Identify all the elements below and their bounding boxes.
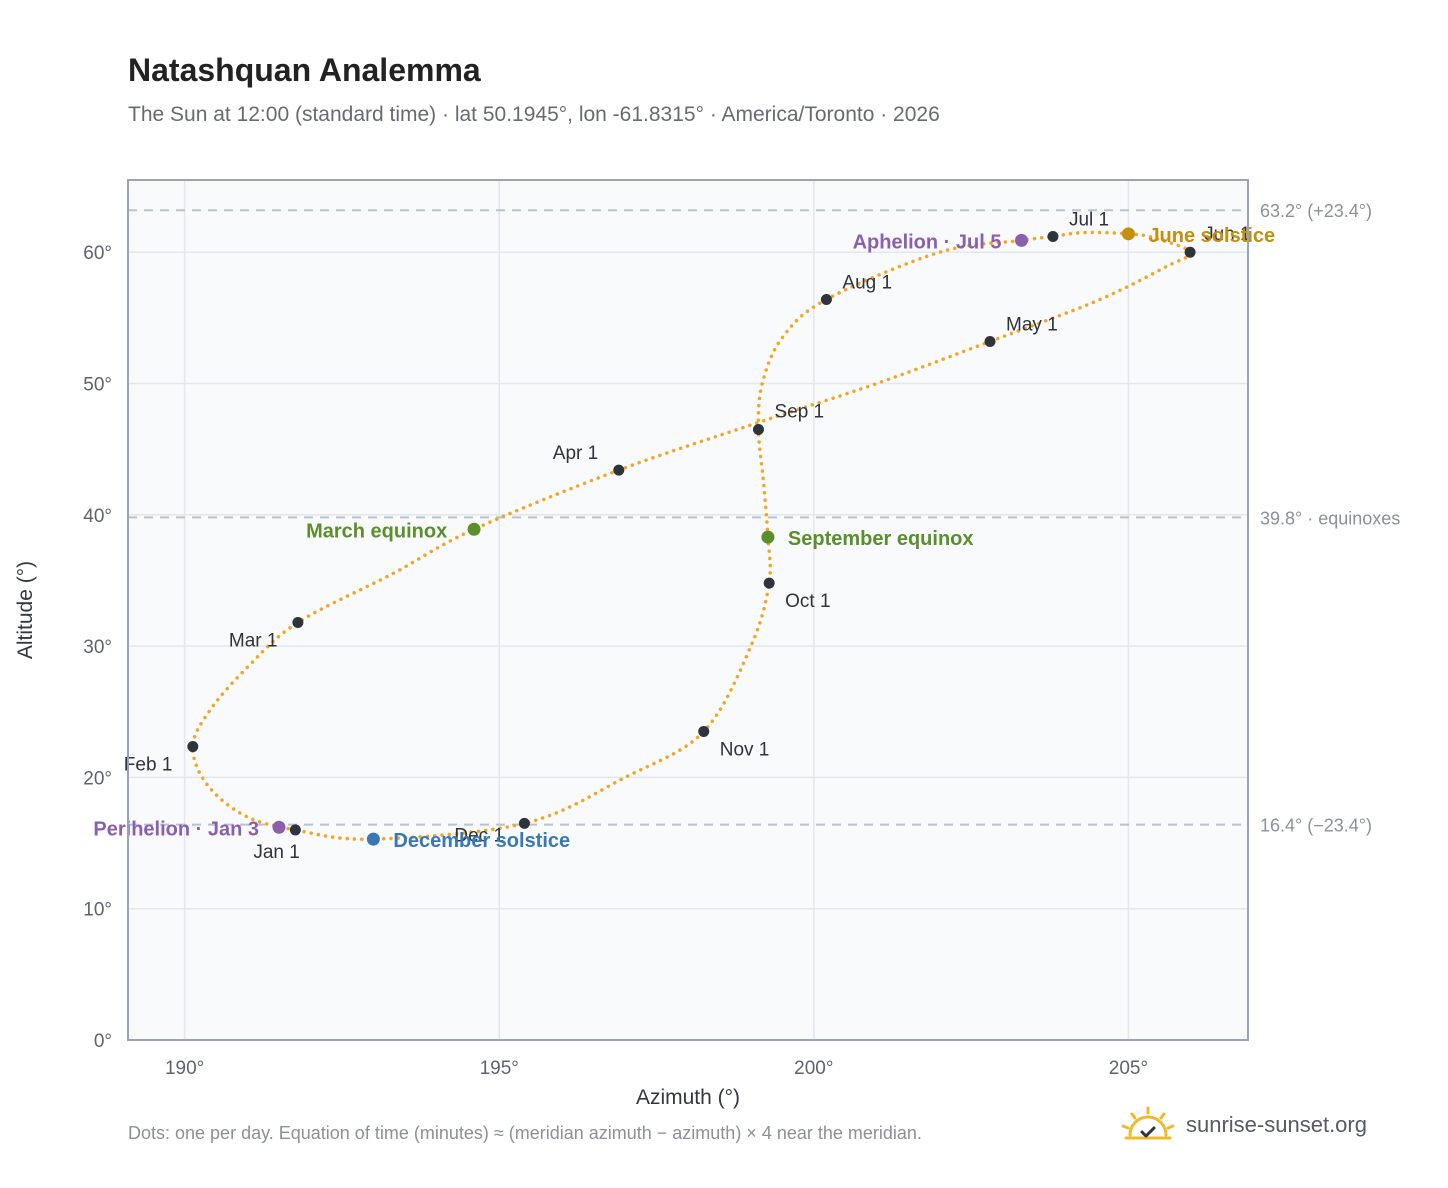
month-marker-label: Oct 1: [785, 591, 830, 612]
month-marker: [292, 616, 304, 628]
event-label: Perihelion · Jan 3: [93, 818, 259, 840]
sun-icon: [1121, 1106, 1175, 1140]
month-marker-label: Mar 1: [229, 630, 278, 651]
reference-line-label: 39.8° · equinoxes: [1260, 508, 1400, 528]
month-marker: [1184, 246, 1196, 258]
y-tick-label: 0°: [94, 1031, 112, 1052]
month-marker-label: Jan 1: [253, 842, 299, 863]
reference-lines: [128, 209, 1248, 826]
x-axis-label: Azimuth (°): [636, 1086, 740, 1109]
x-tick-label: 195°: [480, 1058, 519, 1079]
event-label: December solstice: [393, 830, 570, 852]
month-marker: [1047, 230, 1059, 242]
event-marker: [1121, 227, 1135, 241]
marker-labels: Jan 1 Feb 1 Mar 1 Apr 1 May 1 Jun 1 Jul 1 Aug 1…: [93, 209, 1275, 862]
event-marker: [366, 832, 380, 846]
month-marker: [820, 293, 832, 305]
date-markers: [187, 227, 1196, 846]
month-marker: [698, 725, 710, 737]
y-tick-label: 40°: [83, 506, 112, 527]
month-marker-label: Feb 1: [124, 755, 173, 776]
month-marker: [984, 335, 996, 347]
event-marker: [272, 820, 286, 834]
month-marker: [518, 817, 530, 829]
y-axis-label: Altitude (°): [14, 561, 37, 659]
event-label: September equinox: [788, 528, 974, 550]
daily-sun-dots: [191, 230, 1193, 841]
y-tick-label: 60°: [83, 243, 112, 264]
chart-subtitle: The Sun at 12:00 (standard time) · lat 5…: [128, 103, 940, 126]
x-tick-label: 190°: [165, 1058, 204, 1079]
month-marker-label: Sep 1: [774, 401, 824, 422]
grid: [128, 180, 1248, 1040]
chart-title: Natashquan Analemma: [128, 52, 481, 88]
month-marker: [752, 423, 764, 435]
month-marker: [763, 577, 775, 589]
month-marker-label: Jul 1: [1069, 209, 1109, 230]
y-tick-label: 50°: [83, 375, 112, 396]
brand[interactable]: sunrise-sunset.org: [1120, 1100, 1367, 1150]
month-marker-label: May 1: [1006, 314, 1058, 335]
event-label: June solstice: [1148, 225, 1275, 247]
month-marker-label: Nov 1: [720, 739, 770, 760]
month-marker-label: Dec 1: [454, 825, 504, 846]
axes: 190° 195° 200° 205° 0° 10° 20° 30° 40° 50° 60° Azim…: [14, 201, 1400, 1109]
month-marker: [187, 741, 199, 753]
month-marker-label: Aug 1: [842, 272, 892, 293]
month-marker: [613, 464, 625, 476]
analemma-curve: [191, 230, 1193, 841]
brand-name: sunrise-sunset.org: [1186, 1112, 1367, 1137]
chart-footnote: Dots: one per day. Equation of time (min…: [128, 1123, 922, 1143]
event-label: Aphelion · Jul 5: [853, 231, 1002, 253]
month-marker-label: Apr 1: [553, 443, 598, 464]
y-tick-label: 20°: [83, 768, 112, 789]
event-marker: [1014, 233, 1028, 247]
reference-line-label: 63.2° (+23.4°): [1260, 201, 1372, 221]
x-tick-label: 200°: [794, 1058, 833, 1079]
event-marker: [761, 530, 775, 544]
plot-frame: [127, 179, 1249, 1041]
y-tick-label: 30°: [83, 637, 112, 658]
event-marker: [467, 522, 481, 536]
plot-area: [128, 180, 1248, 1040]
month-marker-label: Jun 1: [1204, 224, 1250, 245]
reference-line-label: 16.4° (−23.4°): [1260, 816, 1372, 836]
y-tick-label: 10°: [83, 900, 112, 921]
month-marker: [289, 824, 301, 836]
event-label: March equinox: [306, 520, 447, 542]
x-tick-label: 205°: [1109, 1058, 1148, 1079]
